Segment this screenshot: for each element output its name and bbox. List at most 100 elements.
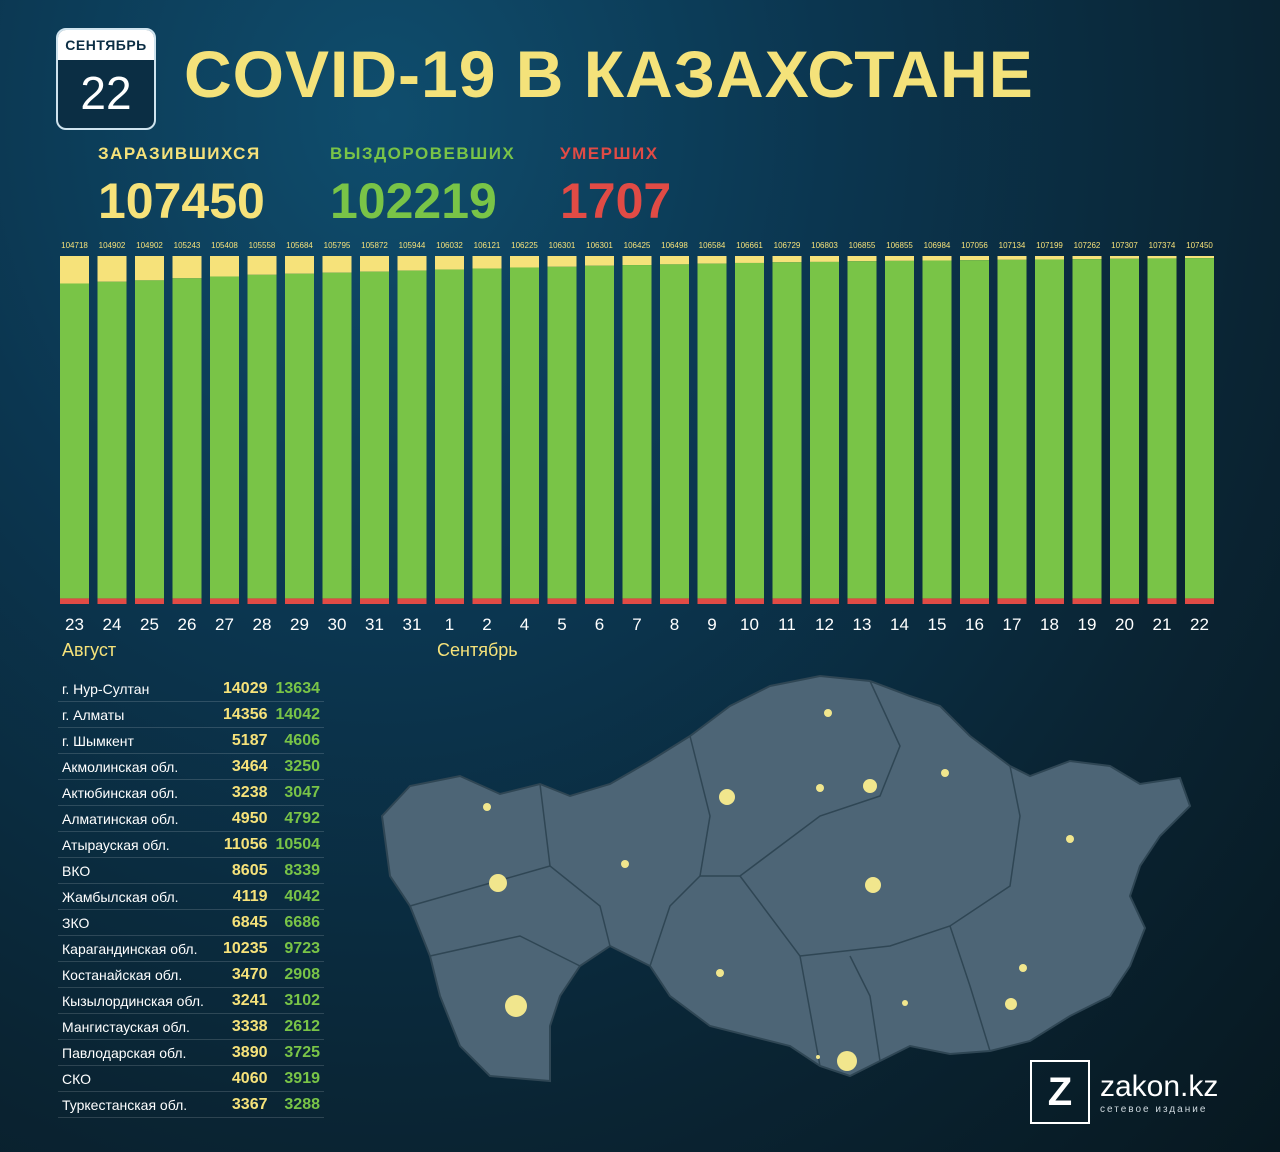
- region-recovered: 14042: [271, 701, 324, 728]
- region-row: г. Алматы 14356 14042: [58, 701, 324, 728]
- bar-active-segment: [735, 256, 764, 263]
- region-infected: 4950: [219, 805, 272, 832]
- bar-active-segment: [322, 256, 352, 273]
- region-name: Кызылординская обл.: [58, 987, 219, 1014]
- bar-deaths-segment: [285, 598, 314, 604]
- x-tick-label: 11: [778, 615, 796, 634]
- x-tick-label: 29: [290, 615, 309, 634]
- bar-recovered-segment: [585, 265, 614, 599]
- region-row: Туркестанская обл. 3367 3288: [58, 1091, 324, 1118]
- x-tick-label: 5: [557, 615, 566, 634]
- x-tick-label: 18: [1040, 615, 1059, 634]
- bar-total-label: 106803: [811, 241, 838, 250]
- bar-total-label: 105944: [399, 241, 426, 250]
- region-recovered: 3725: [271, 1039, 324, 1066]
- bar-deaths-segment: [735, 598, 764, 604]
- bar-deaths-segment: [435, 598, 464, 604]
- stat-infected-value: 107450: [98, 173, 265, 229]
- region-recovered: 6686: [271, 909, 324, 936]
- region-row: г. Шымкент 5187 4606: [58, 727, 324, 754]
- region-row: Акмолинская обл. 3464 3250: [58, 753, 324, 780]
- bar-total-label: 106225: [511, 241, 538, 250]
- marker-kostanay: [719, 789, 735, 805]
- bar-deaths-segment: [772, 598, 802, 604]
- region-name: Туркестанская обл.: [58, 1091, 219, 1118]
- calendar-day: 22: [80, 67, 132, 119]
- region-infected: 3470: [219, 961, 272, 988]
- region-name: Акмолинская обл.: [58, 753, 219, 780]
- region-infected: 3464: [219, 753, 272, 780]
- bar-total-label: 106729: [774, 241, 801, 250]
- stat-deaths: УМЕРШИХ 1707: [560, 144, 671, 230]
- bar-deaths-segment: [247, 598, 277, 604]
- x-tick-label: 23: [65, 615, 84, 634]
- region-infected: 11056: [219, 831, 272, 858]
- x-tick-label: 30: [328, 615, 347, 634]
- region-name: Мангистауская обл.: [58, 1013, 219, 1040]
- region-name: г. Алматы: [58, 701, 219, 728]
- x-tick-label: 7: [632, 615, 641, 634]
- bar-recovered-segment: [435, 269, 464, 599]
- marker-turkestan: [816, 1055, 820, 1059]
- bar-deaths-segment: [847, 598, 877, 604]
- region-name: Атырауская обл.: [58, 831, 219, 858]
- bar-deaths-segment: [697, 598, 727, 604]
- bar-total-label: 106661: [736, 241, 763, 250]
- region-infected: 3338: [219, 1013, 272, 1040]
- bar-deaths-segment: [1147, 598, 1177, 604]
- region-name: Актюбинская обл.: [58, 779, 219, 806]
- x-tick-label: 10: [740, 615, 759, 634]
- x-tick-label: 6: [595, 615, 604, 634]
- bar-total-label: 107199: [1036, 241, 1063, 250]
- x-tick-label: 2: [482, 615, 491, 634]
- stat-deaths-label: УМЕРШИХ: [560, 144, 659, 163]
- bar-active-segment: [1110, 256, 1139, 259]
- bar-deaths-segment: [510, 598, 539, 604]
- bar-recovered-segment: [1185, 258, 1214, 599]
- bar-active-segment: [547, 256, 577, 267]
- bar-total-label: 105243: [174, 241, 201, 250]
- bar-active-segment: [660, 256, 689, 265]
- region-recovered: 2612: [271, 1013, 324, 1040]
- bar-recovered-segment: [322, 272, 352, 599]
- bar-deaths-segment: [60, 598, 89, 604]
- x-tick-label: 28: [253, 615, 272, 634]
- bar-recovered-segment: [697, 263, 727, 599]
- x-tick-label: 4: [520, 615, 529, 634]
- bar-active-segment: [1185, 256, 1214, 259]
- x-group-label: Сентябрь: [437, 640, 518, 660]
- bar-recovered-segment: [60, 283, 89, 599]
- bar-deaths-segment: [210, 598, 239, 604]
- bar-recovered-segment: [135, 280, 164, 599]
- bar-total-label: 107450: [1186, 241, 1213, 250]
- bar-deaths-segment: [1072, 598, 1102, 604]
- page-title: COVID-19 В КАЗАХСТАНЕ: [184, 37, 1034, 111]
- bar-deaths-segment: [172, 598, 202, 604]
- bar-recovered-segment: [772, 262, 802, 599]
- bar-recovered-segment: [847, 261, 877, 599]
- stat-recovered-label: ВЫЗДОРОВЕВШИХ: [330, 144, 516, 163]
- bar-recovered-segment: [210, 276, 239, 599]
- bar-recovered-segment: [660, 264, 689, 599]
- daily-cases-bar-chart: 1047182310490224104902251052432610540827…: [60, 241, 1214, 660]
- bar-active-segment: [847, 256, 877, 262]
- region-name: г. Шымкент: [58, 727, 219, 754]
- region-recovered: 3288: [271, 1091, 324, 1118]
- bar-recovered-segment: [622, 265, 652, 599]
- date-calendar-badge: СЕНТЯБРЬ 22: [56, 28, 156, 130]
- x-tick-label: 31: [403, 615, 422, 634]
- region-row: Атырауская обл. 11056 10504: [58, 831, 324, 858]
- bar-active-segment: [172, 256, 202, 279]
- bar-deaths-segment: [360, 598, 389, 604]
- bar-recovered-segment: [547, 266, 577, 599]
- bar-active-segment: [1147, 256, 1177, 259]
- x-tick-label: 1: [445, 615, 454, 634]
- bar-recovered-segment: [97, 281, 127, 599]
- region-name: Павлодарская обл.: [58, 1039, 219, 1066]
- marker-zhambyl: [902, 1000, 908, 1006]
- x-tick-label: 22: [1190, 615, 1209, 634]
- stat-deaths-value: 1707: [560, 173, 672, 229]
- region-name: Алматинская обл.: [58, 805, 219, 832]
- bar-active-segment: [397, 256, 427, 271]
- bar-total-label: 107262: [1074, 241, 1101, 250]
